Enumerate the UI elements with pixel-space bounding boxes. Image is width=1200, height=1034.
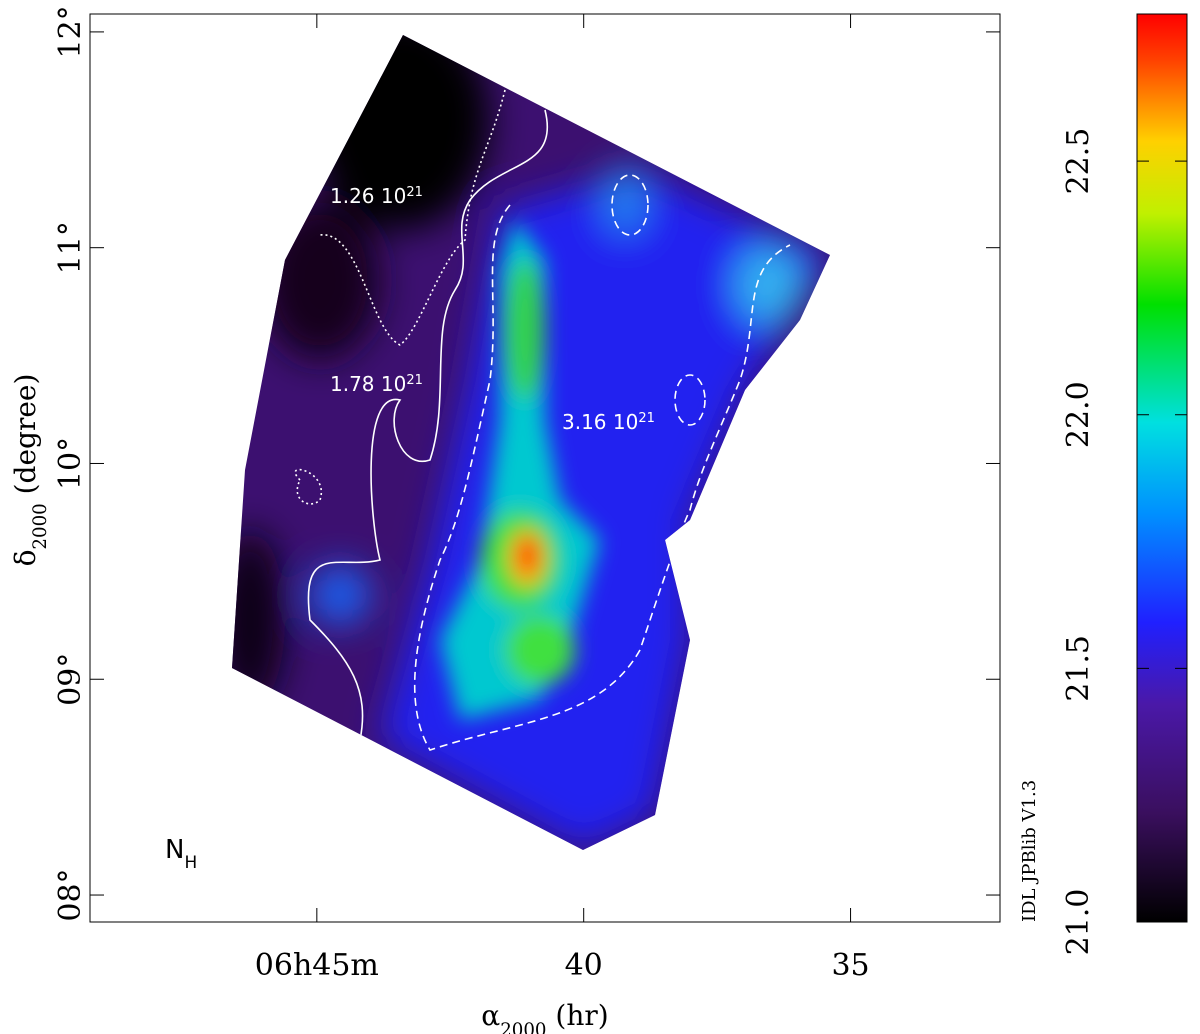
- annotation-sup: 21: [406, 373, 423, 388]
- y-tick-label: 08°: [53, 868, 88, 921]
- y-tick-label: 11°: [53, 221, 88, 274]
- annotation-main: 1.78 10: [330, 372, 406, 396]
- annotation: 3.16 1021: [562, 410, 655, 434]
- x-tick-label: 06h45m: [255, 948, 379, 983]
- x-tick-label: 40: [565, 948, 603, 983]
- y-axis-label: δ2000 (degree): [9, 374, 51, 567]
- annotation-sup: 21: [406, 185, 423, 200]
- annotation-main: N: [165, 835, 184, 865]
- plot-frame: [89, 13, 1001, 923]
- y-tick-label: 10°: [53, 437, 88, 490]
- y-axis-label-rest: (degree): [9, 374, 42, 504]
- y-tick-label: 12°: [53, 5, 88, 58]
- y-axis-label-main: δ: [9, 550, 42, 567]
- annotation: 1.78 1021: [330, 372, 423, 396]
- x-axis-label-sub: 2000: [500, 1020, 546, 1034]
- colorbar-tick-label: 21.0: [1061, 889, 1096, 956]
- annotation-sub: H: [184, 852, 197, 872]
- annotation-main: 3.16 10: [562, 410, 638, 434]
- colorbar: [1136, 13, 1188, 923]
- annotation: NH: [165, 835, 197, 872]
- y-axis-label-sub: 2000: [30, 503, 51, 549]
- colorbar-tick-label: 21.5: [1061, 635, 1096, 702]
- x-axis-label-rest: (hr): [547, 999, 609, 1032]
- x-tick-label: 35: [831, 948, 869, 983]
- x-axis-label: α2000 (hr): [481, 999, 608, 1034]
- colorbar-tick-label: 22.0: [1061, 381, 1096, 448]
- annotation-main: 1.26 10: [330, 184, 406, 208]
- x-axis-label-main: α: [481, 999, 500, 1032]
- column-density-map: [232, 35, 830, 850]
- y-tick-label: 09°: [53, 653, 88, 706]
- annotation-sup: 21: [638, 411, 655, 426]
- annotation: 1.26 1021: [330, 184, 423, 208]
- colorbar-tick-label: 22.5: [1061, 128, 1096, 195]
- credit: IDL JPBlib V1.3: [1019, 780, 1040, 922]
